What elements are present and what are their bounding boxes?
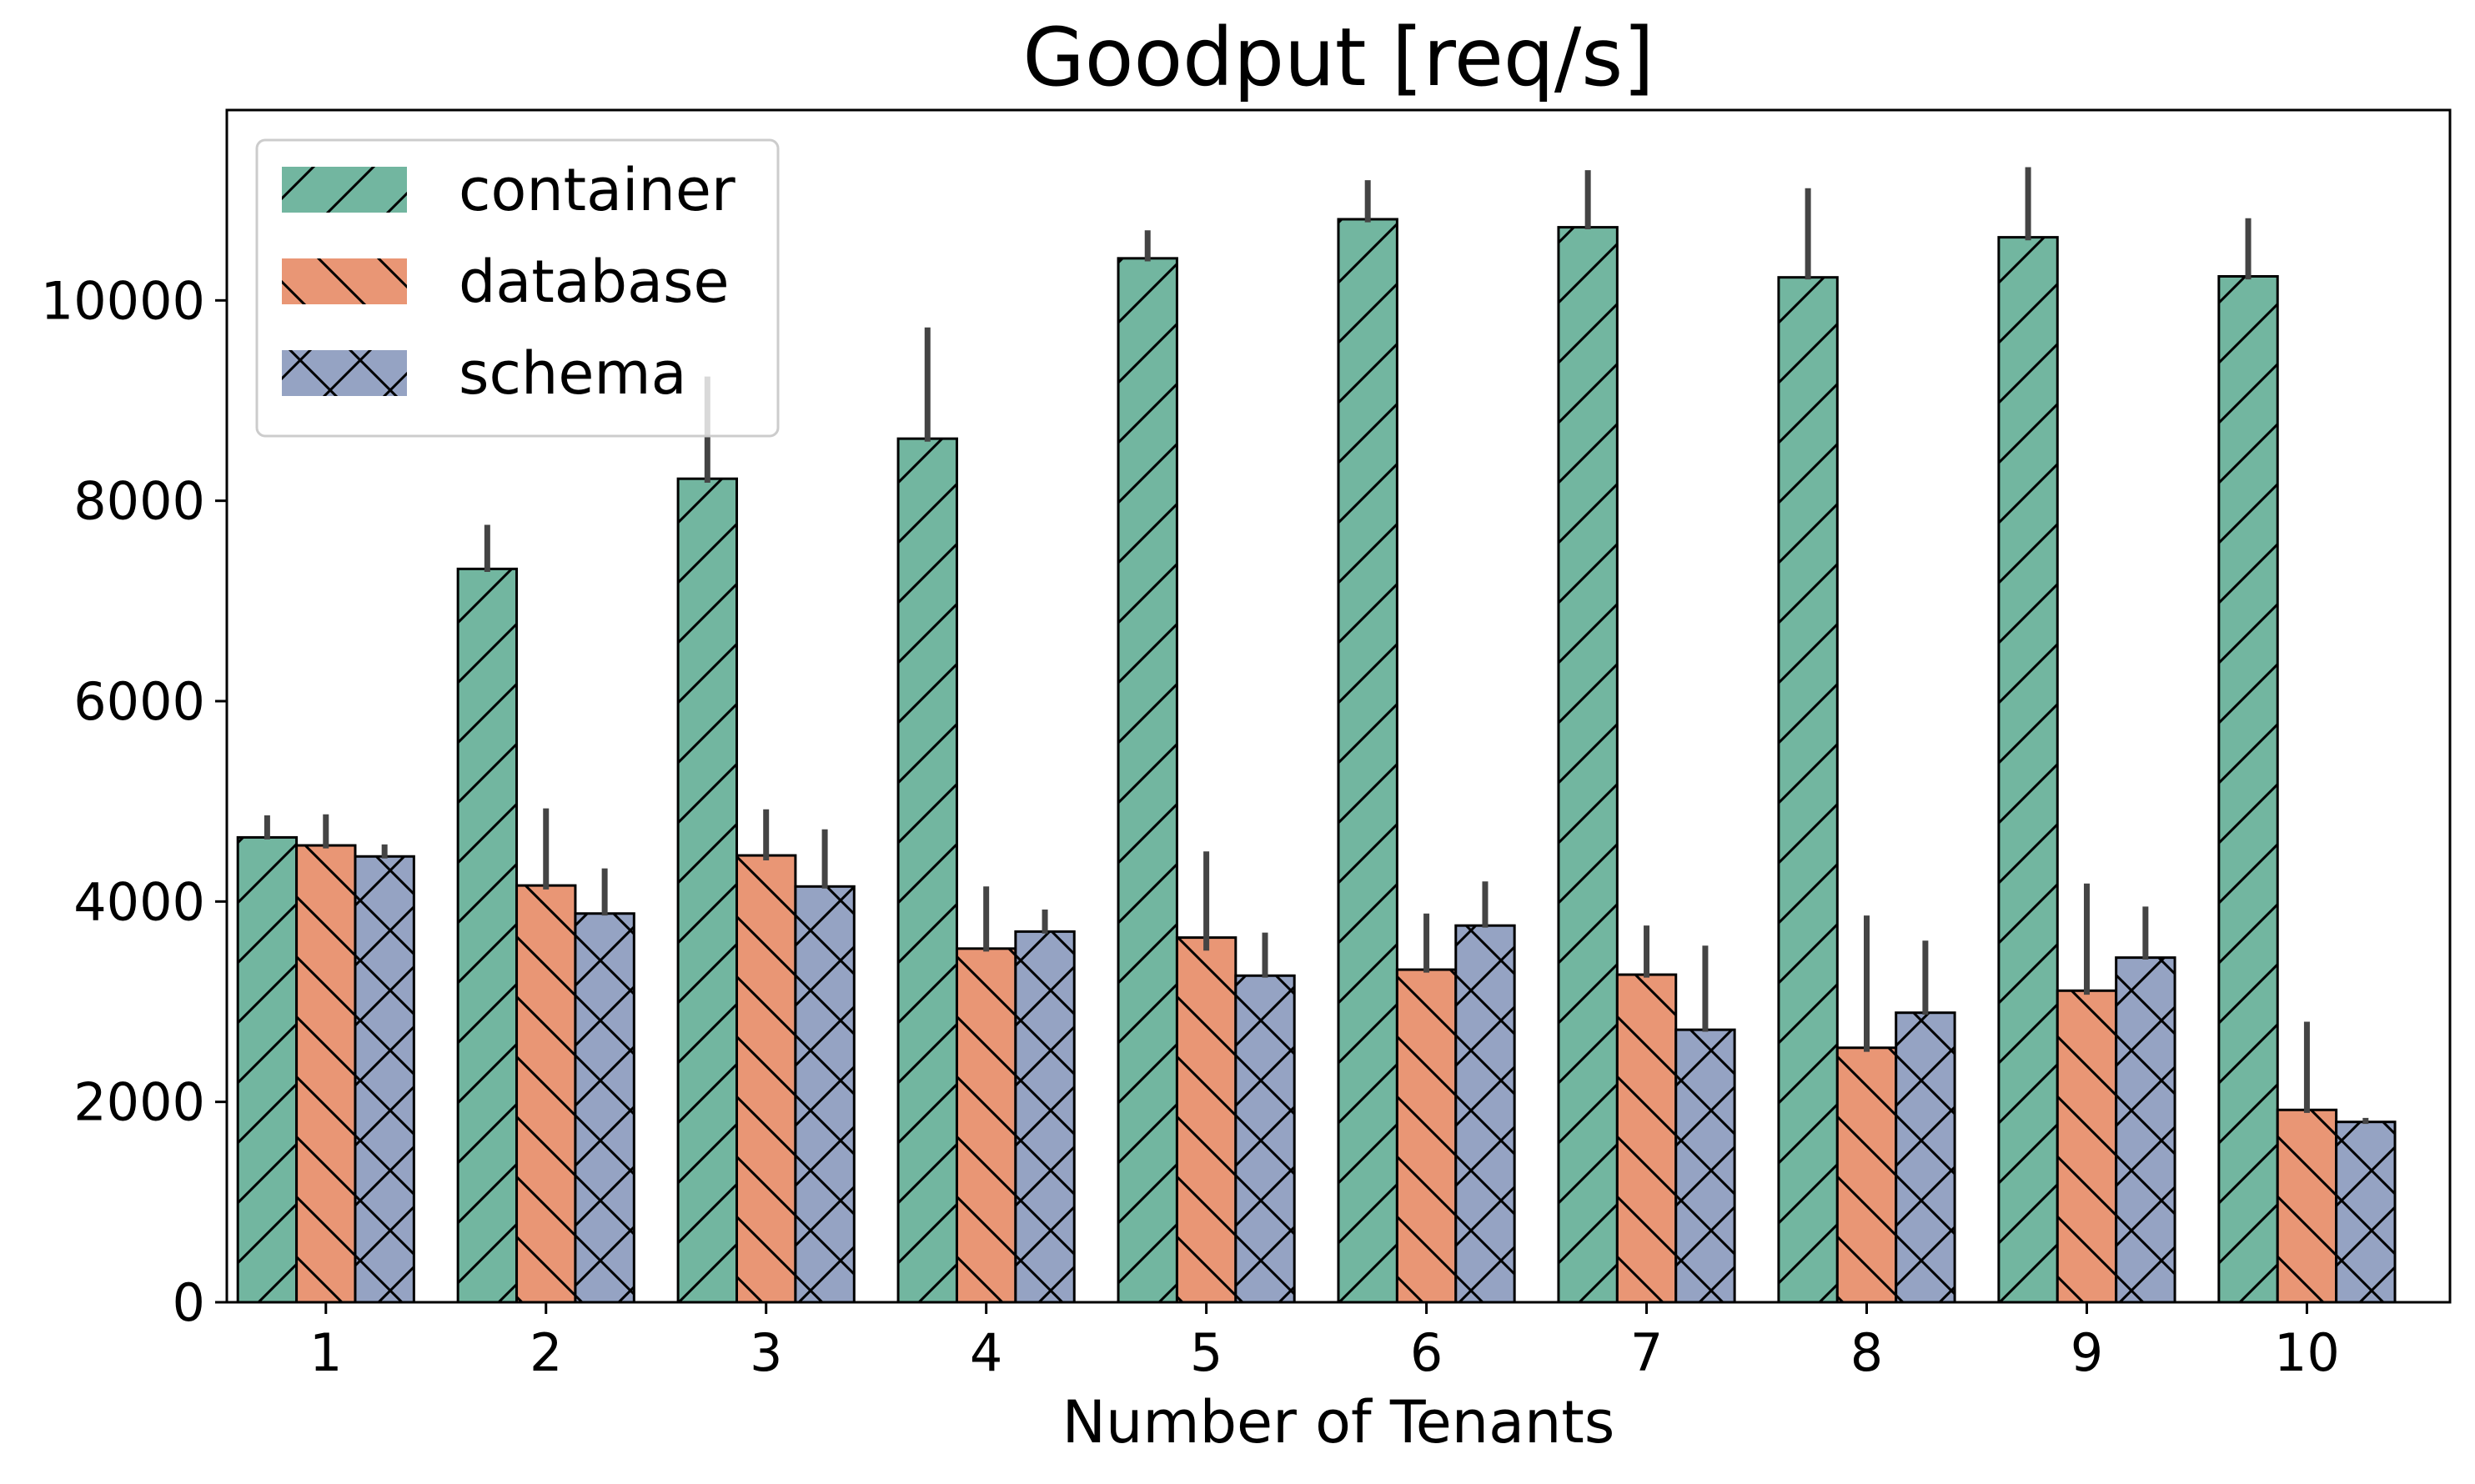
legend-label-container: container — [459, 156, 735, 224]
bar-container-7 — [1557, 226, 1619, 1304]
x-tick-label-8: 8 — [1850, 1322, 1883, 1383]
bar-database-7 — [1615, 973, 1678, 1304]
bar-container-10 — [2217, 274, 2279, 1304]
bar-schema-5 — [1234, 974, 1296, 1304]
legend-swatch-database — [282, 258, 407, 304]
bar-database-5 — [1175, 936, 1238, 1304]
y-axis: 0 2000 4000 6000 8000 10000 — [41, 270, 227, 1333]
x-tick-label-6: 6 — [1410, 1322, 1443, 1383]
bar-container-4 — [896, 437, 958, 1304]
bar-database-9 — [2056, 989, 2118, 1304]
y-tick-label-8000: 8000 — [73, 471, 205, 532]
bar-container-6 — [1337, 218, 1398, 1304]
bar-container-8 — [1777, 276, 1839, 1304]
legend-label-database: database — [459, 248, 730, 316]
x-tick-label-4: 4 — [970, 1322, 1002, 1383]
bar-database-4 — [955, 947, 1017, 1304]
bar-database-3 — [735, 854, 797, 1304]
bar-container-2 — [456, 567, 519, 1304]
bar-schema-10 — [2335, 1121, 2397, 1304]
x-tick-label-3: 3 — [750, 1322, 782, 1383]
bar-schema-3 — [794, 885, 856, 1304]
bar-schema-4 — [1014, 930, 1076, 1304]
chart-title: Goodput [req/s] — [1022, 11, 1654, 104]
bars-layer — [236, 218, 2397, 1304]
bar-database-8 — [1835, 1046, 1898, 1304]
bar-schema-6 — [1454, 924, 1516, 1304]
x-tick-label-9: 9 — [2071, 1322, 2103, 1383]
x-axis-label: Number of Tenants — [1062, 1388, 1615, 1456]
y-tick-label-4000: 4000 — [73, 871, 205, 932]
bar-database-6 — [1395, 968, 1458, 1304]
bar-schema-7 — [1674, 1028, 1736, 1304]
bar-database-10 — [2276, 1108, 2338, 1304]
bar-container-3 — [676, 477, 739, 1304]
bar-container-1 — [236, 835, 299, 1304]
legend-swatch-container — [282, 167, 407, 213]
bar-database-2 — [515, 884, 577, 1304]
legend-label-schema: schema — [459, 339, 686, 408]
bar-schema-9 — [2115, 956, 2176, 1304]
y-tick-label-2000: 2000 — [73, 1072, 205, 1133]
bar-schema-1 — [354, 855, 415, 1304]
plot-frame — [225, 108, 2452, 1304]
legend-swatch-schema — [282, 350, 407, 396]
bar-container-5 — [1117, 257, 1178, 1304]
error-bars-layer — [264, 167, 2369, 1125]
x-tick-label-2: 2 — [530, 1322, 562, 1383]
bar-database-1 — [295, 844, 357, 1304]
y-tick-label-6000: 6000 — [73, 671, 205, 732]
x-tick-label-5: 5 — [1190, 1322, 1222, 1383]
bar-schema-2 — [574, 912, 635, 1304]
bar-container-9 — [1997, 236, 2059, 1304]
x-axis: 1 2 3 4 5 6 7 8 9 10 — [309, 1302, 2340, 1383]
y-tick-label-10000: 10000 — [41, 270, 205, 331]
legend: container database schema — [255, 138, 780, 438]
x-tick-label-7: 7 — [1630, 1322, 1663, 1383]
y-tick-label-0: 0 — [173, 1272, 205, 1333]
bar-schema-8 — [1895, 1011, 1956, 1304]
x-tick-label-10: 10 — [2274, 1322, 2340, 1383]
x-tick-label-1: 1 — [309, 1322, 342, 1383]
